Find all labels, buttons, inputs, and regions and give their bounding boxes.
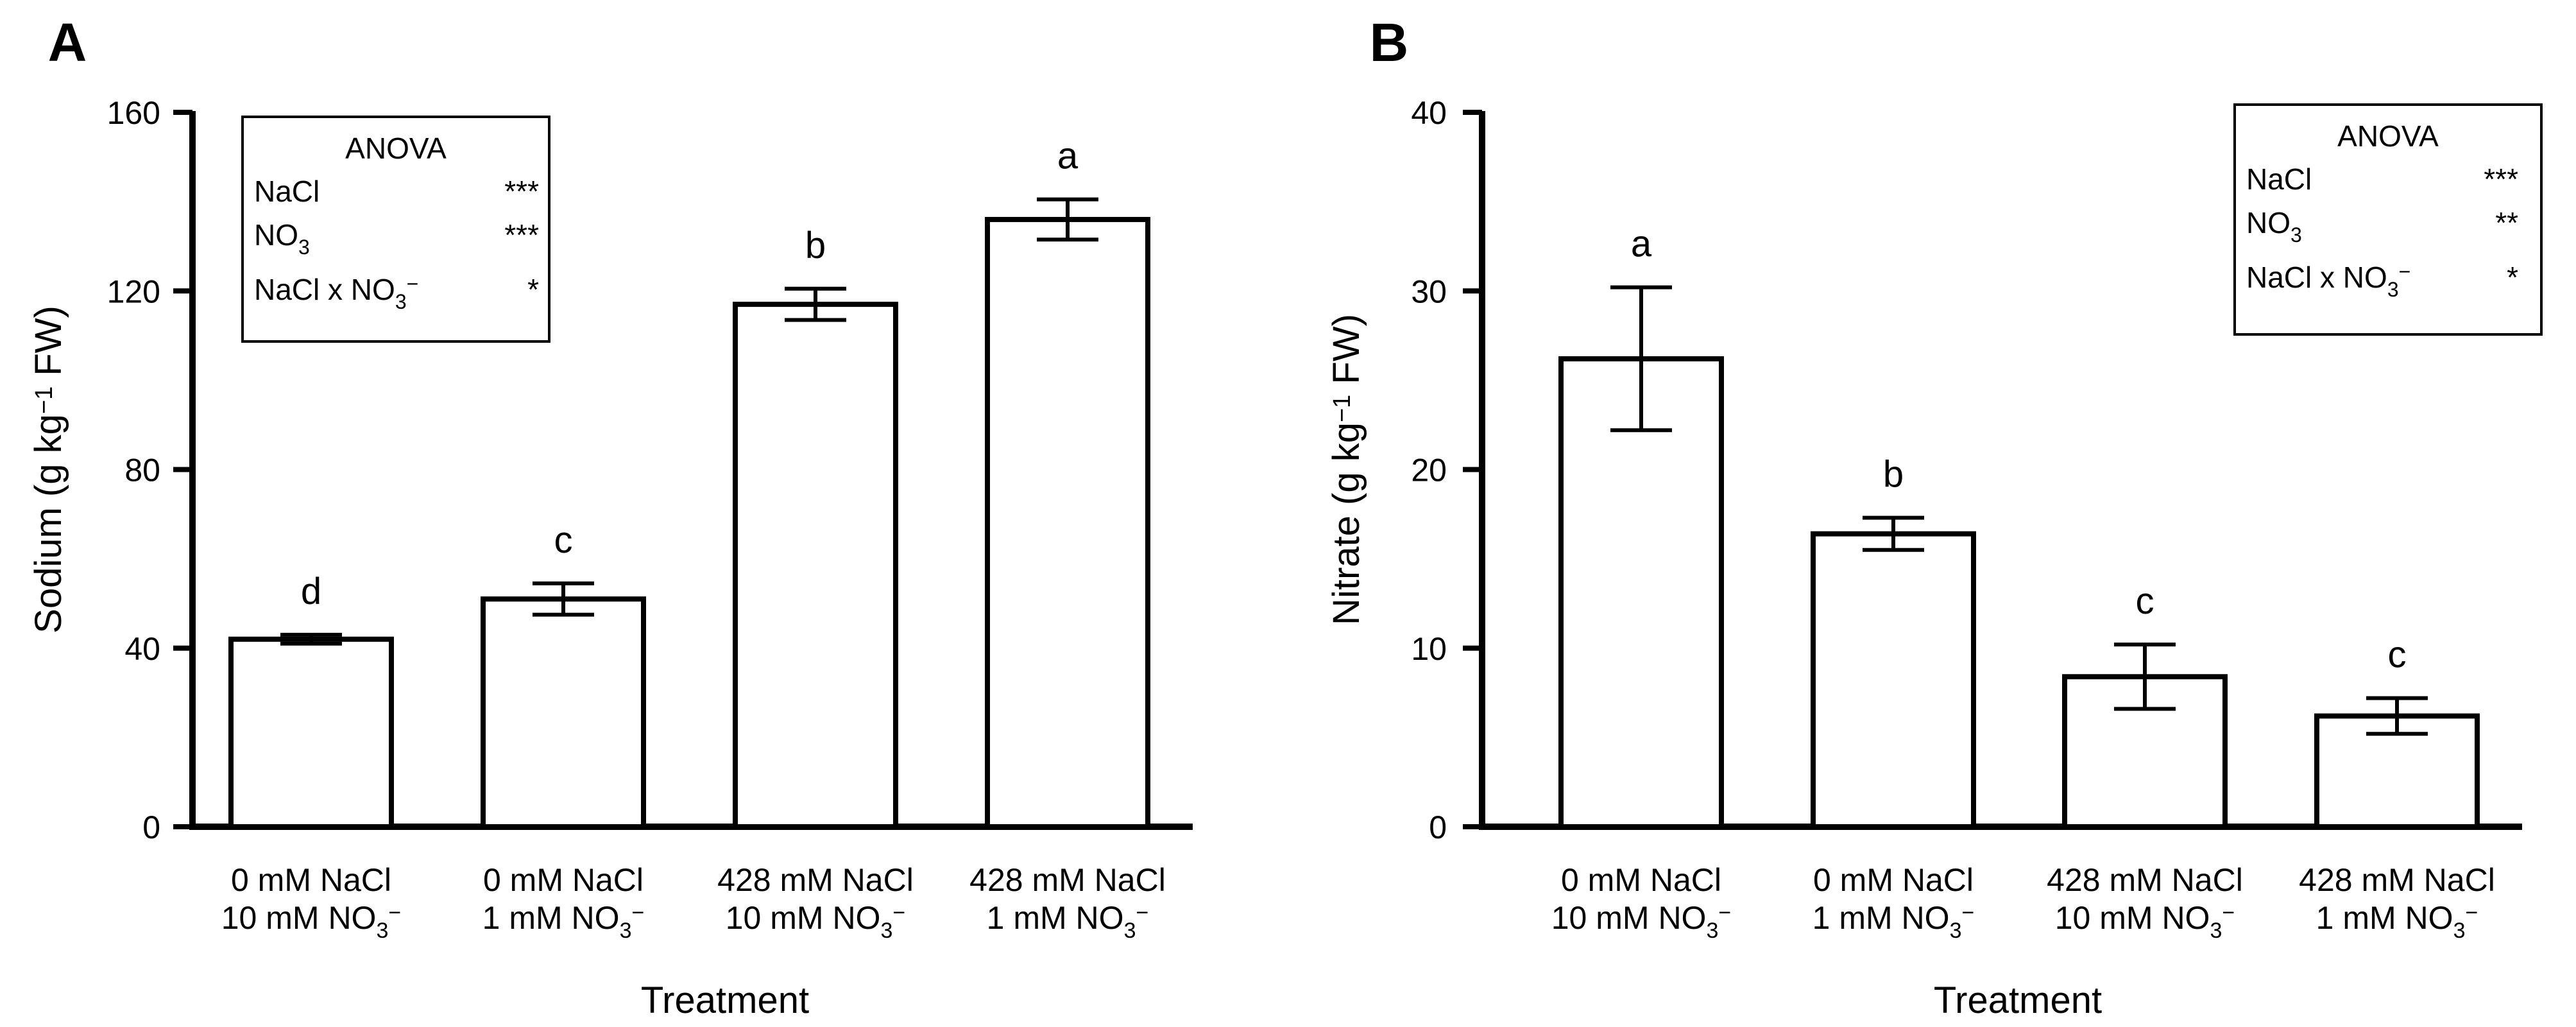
- category-label-line1: 428 mM NaCl: [2047, 862, 2243, 898]
- category-label-line1: 0 mM NaCl: [1561, 862, 1721, 898]
- y-tick-label: 40: [1411, 95, 1447, 131]
- bar: [481, 596, 646, 829]
- anova-term: NaCl x NO3−: [2246, 260, 2410, 301]
- significance-letter: a: [1631, 223, 1652, 265]
- category-label-line1: 0 mM NaCl: [1813, 862, 1974, 898]
- anova-term: NaCl: [2246, 162, 2312, 196]
- significance-letter: c: [2388, 634, 2407, 676]
- anova-term: NO3: [254, 218, 310, 259]
- anova-significance: **: [2495, 206, 2518, 239]
- bar: [985, 216, 1150, 829]
- y-tick-label: 40: [124, 631, 160, 667]
- panel-letter: A: [48, 12, 87, 73]
- anova-title: ANOVA: [2337, 119, 2439, 153]
- y-axis-title: Sodium (g kg−1 FW): [28, 306, 69, 634]
- category-label-line2: 10 mM NO3−: [1551, 900, 1731, 943]
- anova-significance: *: [527, 273, 539, 306]
- y-axis-title: Nitrate (g kg−1 FW): [1326, 314, 1367, 625]
- panel-letter: B: [1370, 12, 1409, 73]
- panel-a: A 0 40 80 120 160 Sodium (g kg−1 FW) d 0 mM NaCl…: [28, 12, 1193, 1021]
- category-label-line2: 1 mM NO3−: [1813, 900, 1975, 943]
- x-axis-title: Treatment: [1934, 980, 2102, 1021]
- significance-letter: a: [1057, 135, 1079, 177]
- y-tick-label: 0: [142, 809, 160, 845]
- anova-term: NaCl x NO3−: [254, 272, 418, 313]
- y-tick-label: 120: [107, 273, 160, 309]
- category-label-line2: 10 mM NO3−: [2055, 900, 2235, 943]
- category-label-line1: 0 mM NaCl: [483, 862, 644, 898]
- y-tick-label: 0: [1429, 809, 1447, 845]
- category-label-line2: 1 mM NO3−: [482, 900, 645, 943]
- category-label-line1: 0 mM NaCl: [231, 862, 391, 898]
- anova-significance: ***: [2484, 162, 2518, 196]
- y-tick-label: 30: [1411, 273, 1447, 309]
- y-tick-label: 160: [107, 95, 160, 131]
- category-label-line1: 428 mM NaCl: [2299, 862, 2495, 898]
- category-label-line1: 428 mM NaCl: [717, 862, 914, 898]
- anova-term: NO3: [2246, 206, 2302, 246]
- category-label-line2: 10 mM NO3−: [726, 900, 905, 943]
- significance-letter: c: [554, 519, 573, 561]
- category-label-line1: 428 mM NaCl: [969, 862, 1166, 898]
- anova-title: ANOVA: [345, 132, 447, 165]
- y-tick-label: 20: [1411, 453, 1447, 488]
- anova-significance: ***: [504, 175, 539, 208]
- category-label-line2: 1 mM NO3−: [987, 900, 1149, 943]
- anova-significance: ***: [504, 218, 539, 252]
- significance-letter: b: [805, 225, 826, 266]
- bar: [733, 302, 898, 829]
- bar: [1811, 531, 1976, 829]
- significance-letter: c: [2136, 580, 2154, 622]
- y-tick-label: 80: [124, 453, 160, 488]
- category-label-line2: 1 mM NO3−: [2316, 900, 2478, 943]
- x-axis-title: Treatment: [641, 980, 809, 1021]
- category-label-line2: 10 mM NO3−: [221, 900, 401, 943]
- significance-letter: b: [1883, 454, 1904, 496]
- bar: [228, 636, 394, 830]
- anova-term: NaCl: [254, 175, 320, 208]
- significance-letter: d: [301, 571, 321, 612]
- y-tick-label: 10: [1411, 631, 1447, 667]
- anova-significance: *: [2507, 261, 2518, 294]
- anova-box: [241, 116, 550, 343]
- anova-box: [2233, 103, 2543, 336]
